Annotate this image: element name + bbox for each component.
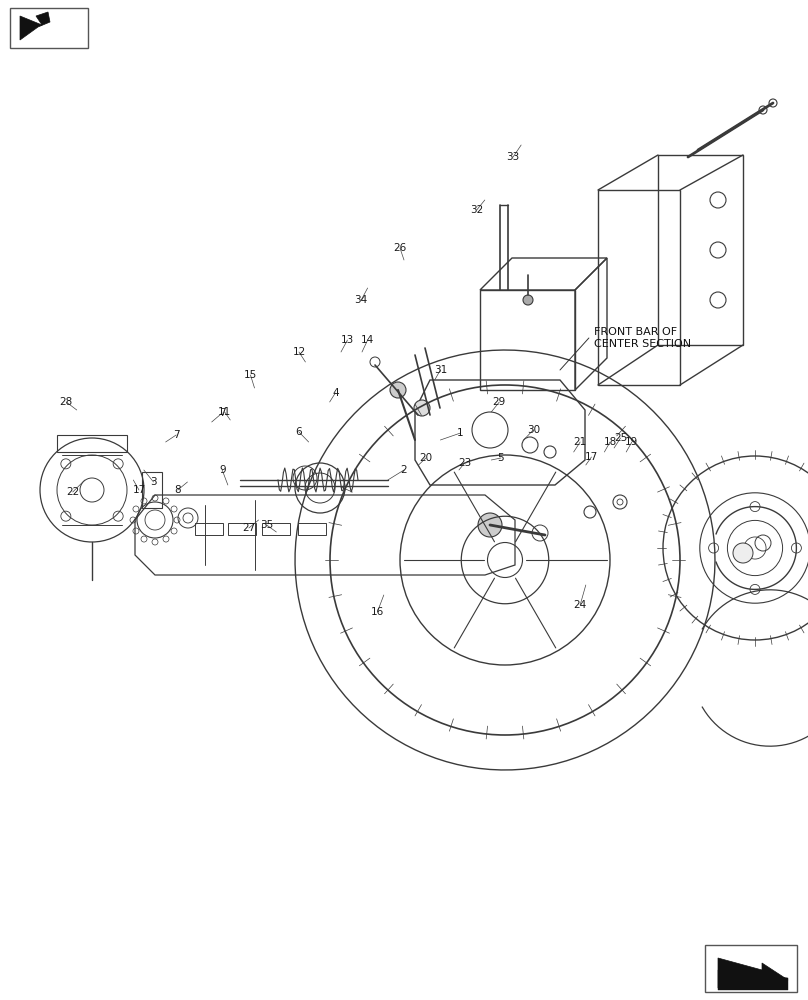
Text: 5: 5 bbox=[498, 453, 504, 463]
Text: FRONT BAR OF
CENTER SECTION: FRONT BAR OF CENTER SECTION bbox=[594, 327, 691, 349]
Polygon shape bbox=[718, 958, 788, 988]
Text: 6: 6 bbox=[296, 427, 302, 437]
Text: 21: 21 bbox=[574, 437, 587, 447]
Text: 31: 31 bbox=[434, 365, 447, 375]
Text: 16: 16 bbox=[371, 607, 384, 617]
Text: 17: 17 bbox=[133, 485, 145, 495]
Text: 18: 18 bbox=[604, 437, 617, 447]
Circle shape bbox=[478, 513, 502, 537]
Bar bbox=[298, 523, 326, 535]
Text: 2: 2 bbox=[401, 465, 407, 475]
Circle shape bbox=[733, 543, 753, 563]
Text: 26: 26 bbox=[393, 243, 406, 253]
Text: 22: 22 bbox=[66, 487, 79, 497]
Text: 3: 3 bbox=[150, 477, 157, 487]
Polygon shape bbox=[20, 12, 50, 40]
Text: 35: 35 bbox=[260, 520, 273, 530]
Text: 19: 19 bbox=[625, 437, 638, 447]
Text: 7: 7 bbox=[173, 430, 179, 440]
Text: 13: 13 bbox=[341, 335, 354, 345]
Text: 30: 30 bbox=[527, 425, 540, 435]
Bar bbox=[262, 523, 290, 535]
Bar bbox=[195, 523, 223, 535]
Text: 15: 15 bbox=[244, 370, 257, 380]
Text: 1: 1 bbox=[457, 428, 464, 438]
Text: 29: 29 bbox=[493, 397, 506, 407]
Polygon shape bbox=[718, 970, 788, 990]
Text: 8: 8 bbox=[175, 485, 181, 495]
Circle shape bbox=[523, 295, 533, 305]
Text: 17: 17 bbox=[585, 452, 598, 462]
Text: 23: 23 bbox=[458, 458, 471, 468]
Circle shape bbox=[390, 382, 406, 398]
Text: 25: 25 bbox=[614, 433, 627, 443]
Bar bbox=[228, 523, 256, 535]
Text: 27: 27 bbox=[242, 523, 255, 533]
Text: 12: 12 bbox=[292, 347, 305, 357]
Text: 33: 33 bbox=[507, 152, 520, 162]
Text: 34: 34 bbox=[355, 295, 368, 305]
Text: 11: 11 bbox=[218, 407, 231, 417]
Text: 9: 9 bbox=[219, 465, 225, 475]
Text: 24: 24 bbox=[574, 600, 587, 610]
Text: 7: 7 bbox=[219, 408, 225, 418]
Circle shape bbox=[414, 400, 430, 416]
Text: 4: 4 bbox=[332, 388, 339, 398]
Text: 14: 14 bbox=[361, 335, 374, 345]
Text: 32: 32 bbox=[470, 205, 483, 215]
Text: 20: 20 bbox=[419, 453, 432, 463]
Text: 28: 28 bbox=[60, 397, 73, 407]
